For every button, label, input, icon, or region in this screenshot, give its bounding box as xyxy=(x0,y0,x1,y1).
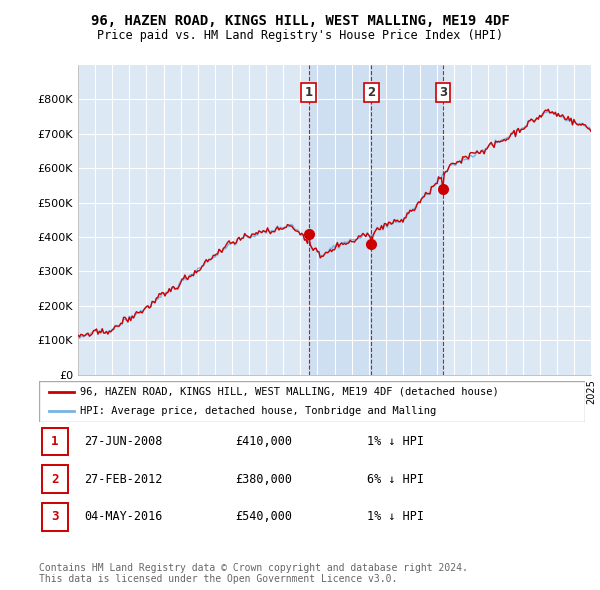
Text: Contains HM Land Registry data © Crown copyright and database right 2024.
This d: Contains HM Land Registry data © Crown c… xyxy=(39,563,468,584)
Bar xyxy=(308,65,443,375)
Text: HPI: Average price, detached house, Tonbridge and Malling: HPI: Average price, detached house, Tonb… xyxy=(80,406,436,416)
Text: 1: 1 xyxy=(51,435,59,448)
Text: Price paid vs. HM Land Registry's House Price Index (HPI): Price paid vs. HM Land Registry's House … xyxy=(97,29,503,42)
Text: 6% ↓ HPI: 6% ↓ HPI xyxy=(367,473,424,486)
FancyBboxPatch shape xyxy=(42,428,68,455)
Text: 2: 2 xyxy=(367,86,376,99)
FancyBboxPatch shape xyxy=(42,503,68,530)
Text: 96, HAZEN ROAD, KINGS HILL, WEST MALLING, ME19 4DF: 96, HAZEN ROAD, KINGS HILL, WEST MALLING… xyxy=(91,14,509,28)
Text: 1% ↓ HPI: 1% ↓ HPI xyxy=(367,435,424,448)
Text: 27-JUN-2008: 27-JUN-2008 xyxy=(84,435,162,448)
Text: 2: 2 xyxy=(51,473,59,486)
Text: 96, HAZEN ROAD, KINGS HILL, WEST MALLING, ME19 4DF (detached house): 96, HAZEN ROAD, KINGS HILL, WEST MALLING… xyxy=(80,386,499,396)
Text: £380,000: £380,000 xyxy=(236,473,293,486)
Text: 04-MAY-2016: 04-MAY-2016 xyxy=(84,510,162,523)
Text: £410,000: £410,000 xyxy=(236,435,293,448)
Text: 1: 1 xyxy=(305,86,313,99)
Text: 27-FEB-2012: 27-FEB-2012 xyxy=(84,473,162,486)
Text: 3: 3 xyxy=(51,510,59,523)
FancyBboxPatch shape xyxy=(39,381,585,422)
Text: £540,000: £540,000 xyxy=(236,510,293,523)
FancyBboxPatch shape xyxy=(42,466,68,493)
Text: 1% ↓ HPI: 1% ↓ HPI xyxy=(367,510,424,523)
Text: 3: 3 xyxy=(439,86,447,99)
